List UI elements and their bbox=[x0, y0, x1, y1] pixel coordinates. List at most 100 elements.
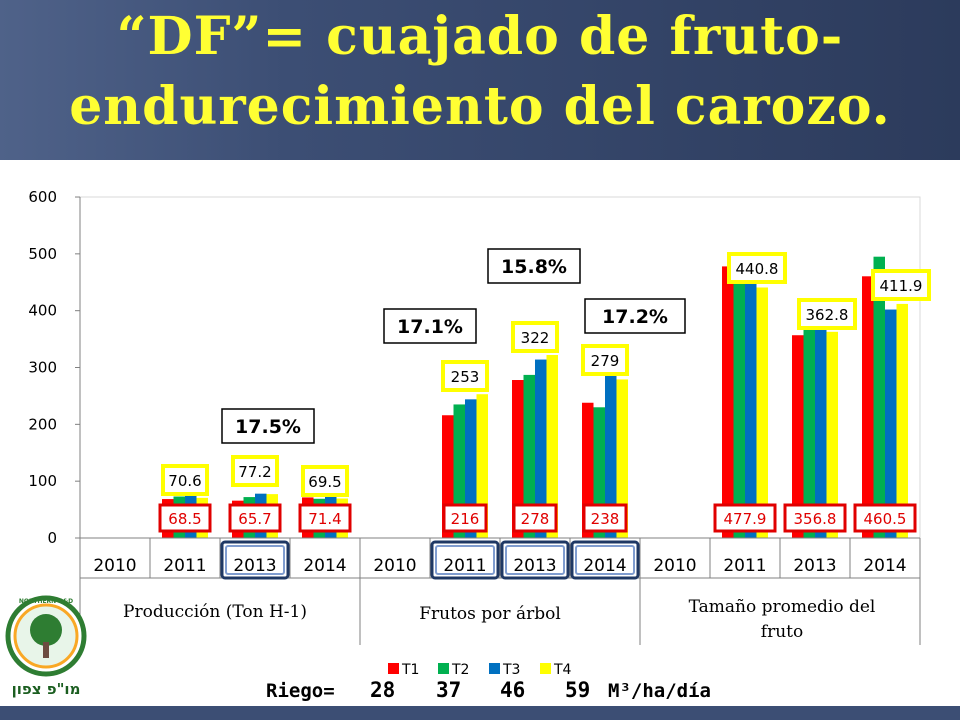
slide-title: “DF”= cuajado de fruto- endurecimiento d… bbox=[0, 2, 960, 142]
bar-t3 bbox=[465, 399, 477, 538]
bar-t2 bbox=[593, 407, 605, 538]
y-tick-label: 100 bbox=[28, 472, 57, 490]
data-label-t4-box bbox=[581, 344, 629, 376]
bar-t3 bbox=[605, 373, 617, 538]
highlight-box-inner bbox=[575, 545, 635, 575]
bar-t4 bbox=[826, 331, 838, 538]
legend-swatch-t1 bbox=[388, 663, 399, 674]
group-label-produccion: Producción (Ton H-1) bbox=[123, 602, 307, 622]
bar-t4 bbox=[546, 355, 558, 538]
logo-tree-crown bbox=[30, 614, 62, 646]
bar-t1 bbox=[862, 276, 874, 538]
y-tick-label: 200 bbox=[28, 415, 57, 433]
group-label-tamano: Tamaño promedio del fruto bbox=[689, 597, 876, 642]
data-label-t4-box bbox=[871, 269, 931, 301]
x-category-label: 2010 bbox=[93, 556, 136, 576]
percent-label: 17.2% bbox=[602, 306, 668, 328]
data-label-t1-box bbox=[783, 503, 847, 533]
bar-t4 bbox=[476, 394, 488, 538]
footer-bar bbox=[0, 706, 960, 720]
data-label-t4: 411.9 bbox=[880, 277, 923, 295]
data-label-t1: 68.5 bbox=[168, 510, 201, 528]
riego-value: 28 bbox=[370, 678, 395, 702]
data-label-t4: 440.8 bbox=[736, 260, 779, 278]
bar-t2 bbox=[523, 374, 535, 538]
y-tick-label: 0 bbox=[47, 529, 57, 547]
bar-t1 bbox=[722, 266, 734, 538]
percent-label-box bbox=[584, 298, 686, 334]
highlight-box bbox=[430, 540, 500, 580]
data-label-t4-box bbox=[161, 464, 209, 496]
data-label-t1-box bbox=[158, 503, 212, 533]
data-label-t4: 362.8 bbox=[806, 306, 849, 324]
data-label-t1: 216 bbox=[451, 510, 480, 528]
y-tick-label: 600 bbox=[28, 188, 57, 206]
data-label-t4: 322 bbox=[521, 329, 550, 347]
bar-t3 bbox=[745, 282, 757, 538]
bar-t2 bbox=[453, 404, 465, 538]
data-label-t4-box bbox=[511, 321, 559, 353]
legend-label-t4: T4 bbox=[553, 662, 572, 678]
x-category-label: 2011 bbox=[723, 556, 766, 576]
percent-label: 17.5% bbox=[235, 416, 301, 438]
legend-swatch-t2 bbox=[438, 663, 449, 674]
group-label-frutos: Frutos por árbol bbox=[419, 604, 561, 624]
bar-t4 bbox=[896, 303, 908, 538]
bar-t2 bbox=[803, 326, 815, 538]
logo-hebrew-text: מו"פ צפון bbox=[12, 680, 81, 698]
data-label-t1: 477.9 bbox=[724, 510, 767, 528]
bar-t1 bbox=[582, 402, 594, 538]
percent-label-box bbox=[487, 248, 581, 284]
x-category-label: 2013 bbox=[793, 556, 836, 576]
x-category-label: 2014 bbox=[583, 556, 626, 576]
bar-t3 bbox=[885, 309, 897, 538]
data-label-t1: 278 bbox=[521, 510, 550, 528]
bar-t2 bbox=[733, 273, 745, 538]
bar-t2 bbox=[873, 256, 885, 538]
data-label-t4-box bbox=[231, 455, 279, 487]
data-label-t4: 77.2 bbox=[238, 463, 271, 481]
x-category-label: 2013 bbox=[233, 556, 276, 576]
data-label-t1: 356.8 bbox=[794, 510, 837, 528]
bar-t3 bbox=[815, 324, 827, 538]
riego-value: 37 bbox=[436, 678, 461, 702]
data-label-t1: 238 bbox=[591, 510, 620, 528]
legend-label-t3: T3 bbox=[502, 662, 520, 678]
data-label-t1-box bbox=[228, 503, 282, 533]
x-category-label: 2011 bbox=[443, 556, 486, 576]
bar-t3 bbox=[535, 359, 547, 538]
data-label-t4: 69.5 bbox=[308, 473, 341, 491]
data-label-t4: 279 bbox=[591, 352, 620, 370]
data-label-t4-box bbox=[301, 465, 349, 497]
x-category-label: 2014 bbox=[863, 556, 906, 576]
riego-unit: M³/ha/día bbox=[608, 680, 711, 702]
bar-t1 bbox=[442, 415, 454, 538]
y-tick-label: 400 bbox=[28, 302, 57, 320]
y-tick-label: 500 bbox=[28, 245, 57, 263]
bar-t1 bbox=[792, 335, 804, 538]
data-label-t1-box bbox=[512, 503, 558, 533]
logo-ring-text: NORTHERN R&D bbox=[19, 598, 73, 605]
data-label-t4-box bbox=[441, 360, 489, 392]
data-label-t1-box bbox=[853, 503, 917, 533]
percent-label: 15.8% bbox=[501, 256, 567, 278]
bar-t4 bbox=[616, 379, 628, 538]
slide-title-line2: endurecimiento del carozo. bbox=[69, 76, 891, 137]
highlight-box bbox=[220, 540, 290, 580]
slide-title-line1: “DF”= cuajado de fruto- bbox=[116, 6, 844, 67]
x-category-label: 2013 bbox=[513, 556, 556, 576]
legend-swatch-t4 bbox=[540, 663, 551, 674]
riego-value: 59 bbox=[565, 678, 590, 702]
highlight-box bbox=[570, 540, 640, 580]
percent-label-box bbox=[221, 408, 315, 444]
riego-value: 46 bbox=[500, 678, 525, 702]
y-tick-label: 300 bbox=[28, 359, 57, 377]
highlight-box-inner bbox=[435, 545, 495, 575]
bar-t1 bbox=[512, 380, 524, 538]
data-label-t1-box bbox=[298, 503, 352, 533]
riego-label: Riego= bbox=[266, 680, 335, 702]
data-label-t4: 253 bbox=[451, 368, 480, 386]
percent-label-box bbox=[383, 308, 477, 344]
highlight-box bbox=[500, 540, 570, 580]
